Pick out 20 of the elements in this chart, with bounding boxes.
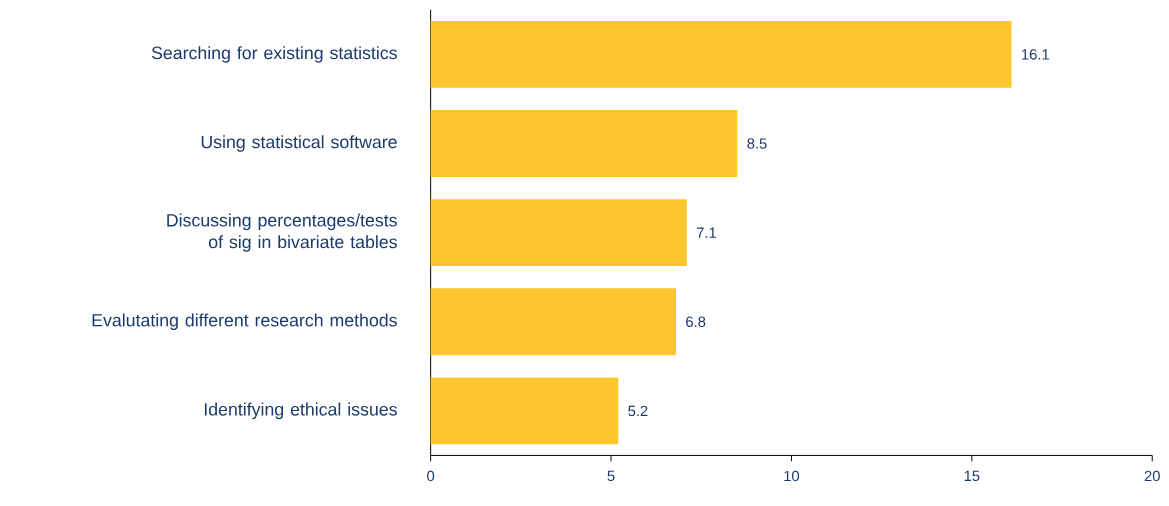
data-label: 7.1 [696, 227, 717, 238]
y-tick-label: Evalutating different research methods [92, 313, 397, 331]
data-label: 8.5 [747, 138, 767, 149]
y-tick-label: Identifying ethical issues [204, 402, 397, 420]
x-tick-label: 20 [1144, 470, 1160, 482]
bar [430, 21, 1012, 88]
bar [430, 199, 687, 267]
x-tick-label: 5 [607, 470, 615, 482]
data-label: 6.8 [686, 316, 706, 328]
y-tick-label: Using statistical software [201, 135, 397, 152]
data-label: 16.1 [1022, 49, 1049, 60]
y-tick-label: Discussing percentages/tests of sig in bivariate tables [167, 213, 397, 252]
bar [430, 377, 619, 445]
data-label: 5.2 [628, 405, 648, 417]
bar [430, 288, 676, 356]
x-tick-label: 0 [427, 470, 435, 482]
y-tick-label: Searching for existing statistics [151, 46, 397, 63]
bar [430, 110, 738, 178]
x-tick-label: 15 [964, 470, 980, 482]
x-tick-label: 10 [784, 470, 800, 482]
